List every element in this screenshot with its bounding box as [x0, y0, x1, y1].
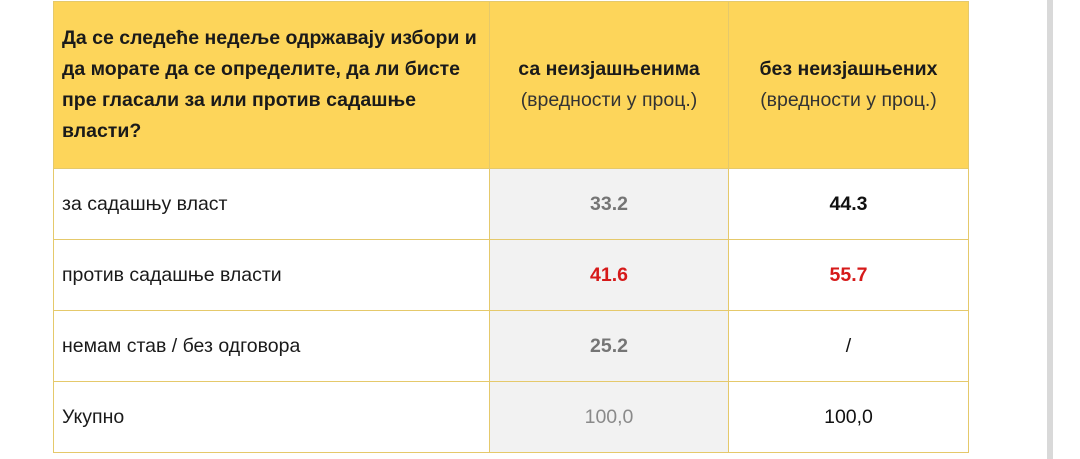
- table-row: против садашње власти 41.6 55.7: [53, 239, 969, 311]
- row-label: Укупно: [53, 381, 490, 453]
- row-label: против садашње власти: [53, 239, 490, 311]
- table-row: Укупно 100,0 100,0: [53, 381, 969, 453]
- without-undecided-value: 100,0: [728, 381, 969, 453]
- row-label: немам став / без одговора: [53, 310, 490, 382]
- with-undecided-value: 41.6: [489, 239, 729, 311]
- scrollbar-track[interactable]: [1047, 0, 1053, 459]
- with-undecided-value: 100,0: [489, 381, 729, 453]
- row-label: за садашњу власт: [53, 168, 490, 240]
- with-undecided-value: 33.2: [489, 168, 729, 240]
- question-header: Да се следеће недеље одржавају избори и …: [53, 1, 490, 169]
- without-undecided-units: (вредности у проц.): [760, 89, 937, 111]
- without-undecided-value: /: [728, 310, 969, 382]
- table-row: немам став / без одговора 25.2 /: [53, 310, 969, 382]
- without-undecided-title: без неизјашњених: [759, 58, 938, 80]
- without-undecided-value: 44.3: [728, 168, 969, 240]
- table-header-row: Да се следеће недеље одржавају избори и …: [53, 1, 969, 169]
- without-undecided-header: без неизјашњених (вредности у проц.): [728, 1, 969, 169]
- with-undecided-value: 25.2: [489, 310, 729, 382]
- with-undecided-title: са неизјашњенима: [518, 58, 700, 80]
- without-undecided-value: 55.7: [728, 239, 969, 311]
- survey-results-table: Да се следеће недеље одржавају избори и …: [53, 1, 969, 453]
- with-undecided-units: (вредности у проц.): [520, 89, 698, 111]
- with-undecided-header: са неизјашњенима (вредности у проц.): [489, 1, 729, 169]
- table-row: за садашњу власт 33.2 44.3: [53, 168, 969, 240]
